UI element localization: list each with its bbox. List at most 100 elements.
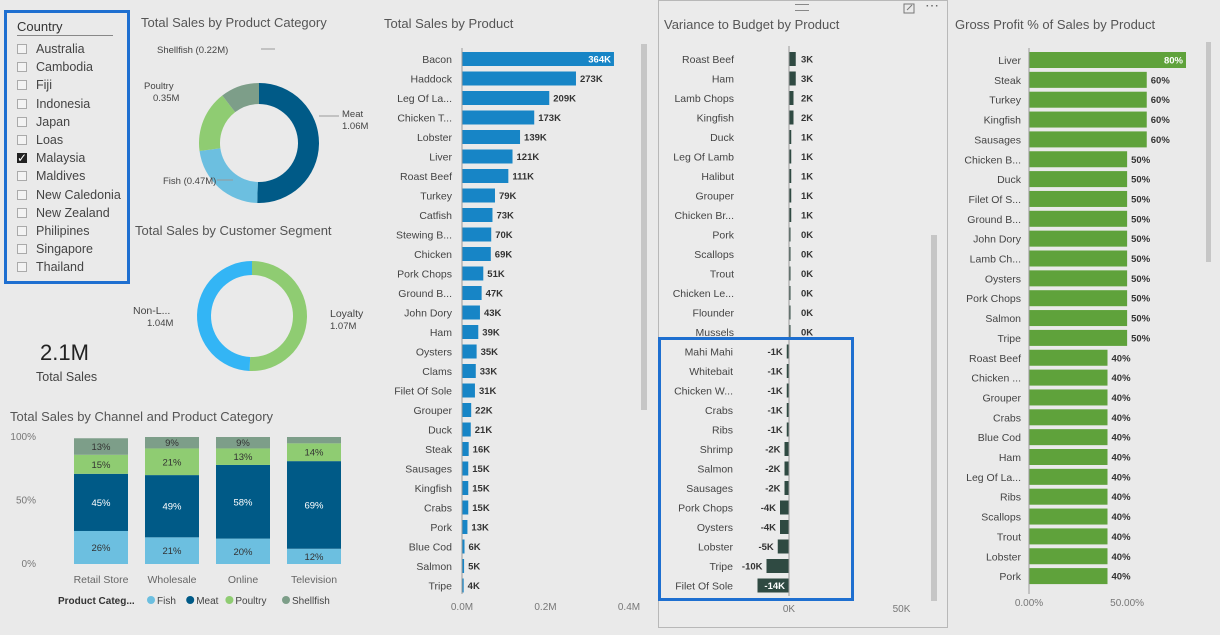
slicer-item-maldives[interactable]: Maldives (17, 167, 85, 185)
checkbox-icon[interactable] (17, 207, 27, 218)
bar[interactable] (1029, 449, 1108, 465)
slicer-item-singapore[interactable]: Singapore (17, 240, 93, 258)
bar[interactable] (1029, 349, 1108, 366)
bar[interactable] (789, 266, 791, 281)
bar[interactable] (1029, 508, 1108, 525)
bar[interactable] (462, 461, 469, 476)
bar[interactable] (462, 578, 464, 593)
bar[interactable] (789, 208, 792, 222)
bar[interactable] (789, 130, 792, 144)
checkbox-icon[interactable] (17, 98, 27, 109)
variance-bar-chart[interactable]: Roast Beef 3K Ham 3K Lamb Chops 2K Kingfish 2K D… (659, 40, 947, 620)
bar[interactable] (780, 520, 789, 534)
bar[interactable] (786, 422, 789, 437)
legend-item-fish[interactable]: Fish (157, 596, 176, 607)
stack-segment-poultry[interactable] (74, 454, 128, 474)
bar[interactable] (462, 208, 493, 222)
bar[interactable] (780, 500, 789, 515)
stack-segment-shellfish[interactable] (145, 437, 199, 449)
bar[interactable] (777, 539, 789, 554)
bar[interactable] (786, 403, 789, 417)
bar[interactable] (1029, 468, 1108, 485)
scrollbar[interactable] (641, 44, 647, 410)
stack-segment-poultry[interactable] (287, 443, 341, 462)
scrollbar[interactable] (931, 235, 937, 601)
focus-mode-icon[interactable] (903, 1, 915, 14)
checkbox-icon[interactable] (17, 116, 27, 127)
bar[interactable] (1029, 409, 1108, 426)
checkbox-icon[interactable] (17, 262, 27, 273)
bar[interactable] (1029, 488, 1108, 505)
bar[interactable] (1029, 270, 1128, 287)
bar[interactable] (1029, 190, 1128, 207)
bar[interactable] (786, 383, 789, 398)
stack-segment-shellfish[interactable] (216, 437, 270, 449)
bar[interactable] (462, 520, 468, 534)
legend-item-shellfish[interactable]: Shellfish (292, 596, 330, 607)
bar[interactable] (1029, 429, 1108, 446)
bar[interactable] (789, 227, 791, 242)
bar[interactable] (789, 188, 792, 203)
slicer-item-australia[interactable]: Australia (17, 40, 85, 58)
gross-profit-bar-chart[interactable]: Liver 80% Steak 60% Turkey 60% Kingfish 60% Saus… (950, 38, 1212, 618)
donut-slice-fish[interactable] (199, 148, 258, 203)
bar[interactable] (462, 71, 576, 86)
bar[interactable] (1029, 290, 1128, 307)
product-bar-chart[interactable]: Bacon 364K Haddock 273K Leg Of La... 209K Chic… (380, 38, 655, 618)
bar[interactable] (462, 481, 469, 495)
bar[interactable] (462, 188, 495, 203)
bar[interactable] (1029, 548, 1108, 565)
slicer-item-new-caledonia[interactable]: New Caledonia (17, 186, 121, 204)
legend-item-meat[interactable]: Meat (196, 596, 218, 607)
bar[interactable] (789, 305, 791, 320)
drag-handle-icon[interactable] (795, 4, 809, 11)
bar[interactable] (462, 305, 480, 320)
stack-segment-meat[interactable] (287, 461, 341, 549)
bar[interactable] (462, 91, 550, 105)
channel-stacked-chart[interactable]: 0% 50% 100% 26% 45% 15% 13% Retail Store 21% 49% 2… (0, 425, 360, 610)
bar[interactable] (462, 364, 476, 378)
bar[interactable] (462, 52, 614, 66)
slicer-item-indonesia[interactable]: Indonesia (17, 95, 90, 113)
bar[interactable] (462, 266, 484, 281)
bar[interactable] (462, 539, 465, 554)
bar[interactable] (1029, 210, 1128, 227)
checkbox-icon[interactable] (17, 244, 27, 255)
bar[interactable] (1029, 310, 1128, 327)
bar[interactable] (462, 227, 492, 242)
checkbox-icon[interactable] (17, 80, 27, 91)
bar[interactable] (766, 559, 790, 573)
checkbox-icon[interactable] (17, 189, 27, 200)
legend-item-poultry[interactable]: Poultry (235, 596, 266, 607)
bar[interactable] (784, 442, 790, 456)
bar[interactable] (789, 149, 792, 164)
slicer-item-japan[interactable]: Japan (17, 113, 70, 131)
bar[interactable] (1029, 568, 1108, 585)
bar[interactable] (757, 578, 790, 593)
stack-segment-poultry[interactable] (216, 448, 270, 465)
checkbox-icon[interactable] (17, 135, 27, 145)
bar[interactable] (1029, 151, 1128, 168)
bar[interactable] (1029, 131, 1147, 148)
bar[interactable] (462, 130, 521, 144)
bar[interactable] (462, 110, 535, 125)
bar[interactable] (462, 403, 472, 417)
slicer-item-malaysia[interactable]: ✓ Malaysia (17, 149, 85, 167)
bar[interactable] (789, 286, 791, 300)
stack-segment-fish[interactable] (145, 537, 199, 564)
bar[interactable] (789, 169, 792, 183)
stack-segment-fish[interactable] (216, 538, 270, 564)
donut-slice-meat[interactable] (257, 83, 319, 203)
stack-segment-meat[interactable] (145, 475, 199, 538)
donut-slice-nonl[interactable] (197, 261, 252, 371)
stack-segment-shellfish[interactable] (74, 438, 128, 455)
bar[interactable] (1029, 230, 1128, 247)
bar[interactable] (462, 383, 475, 398)
stack-segment-meat[interactable] (216, 464, 270, 539)
stack-segment-shellfish[interactable] (287, 437, 341, 444)
checkbox-icon[interactable] (17, 171, 27, 182)
bar[interactable] (462, 500, 469, 515)
ellipsis-icon[interactable]: ⋯ (925, 0, 939, 13)
